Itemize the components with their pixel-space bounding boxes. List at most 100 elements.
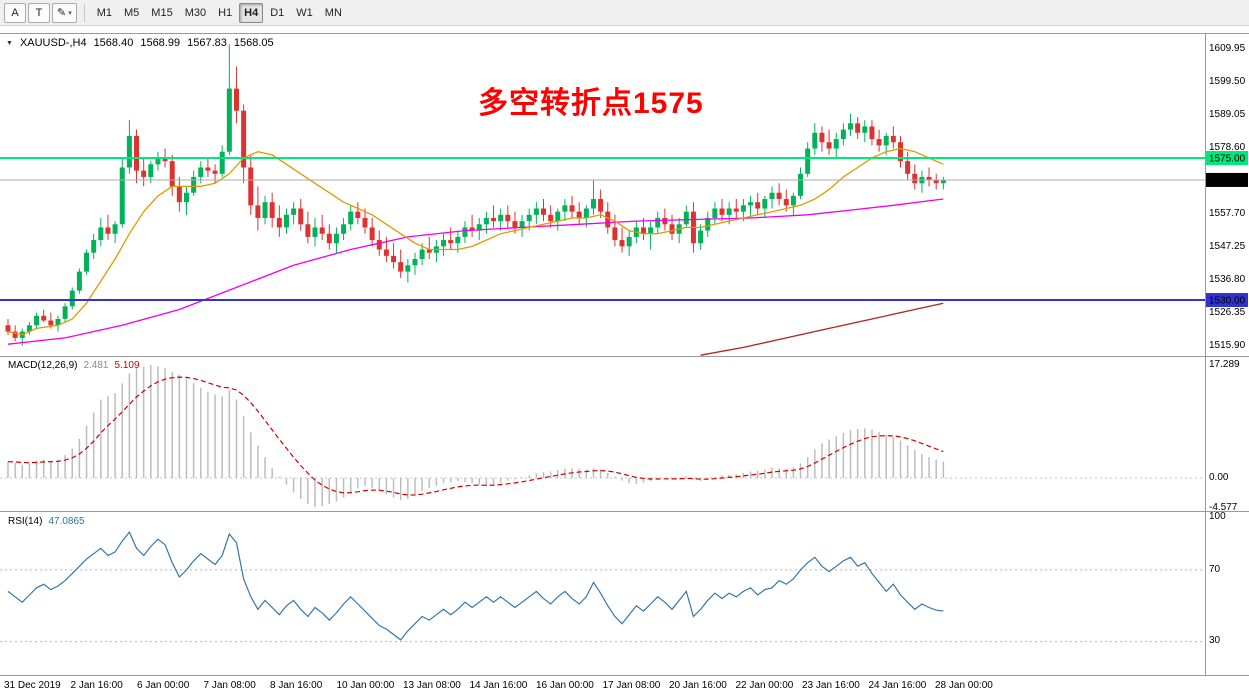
candle-body bbox=[576, 211, 582, 218]
candle-body bbox=[305, 224, 311, 237]
candle-body bbox=[705, 217, 711, 231]
timeframe-m1-button[interactable]: M1 bbox=[92, 3, 117, 23]
candle-body bbox=[541, 208, 546, 215]
candle-body bbox=[526, 214, 532, 222]
candle-body bbox=[255, 205, 261, 218]
candle-body bbox=[391, 255, 397, 263]
candle-body bbox=[212, 170, 218, 174]
candle-body bbox=[869, 126, 875, 140]
candle-body bbox=[262, 202, 268, 218]
resistance-price-box bbox=[1206, 151, 1248, 166]
candle-body bbox=[455, 236, 461, 244]
pencil-icon: ✎ bbox=[57, 7, 67, 19]
current-price-price-box bbox=[1206, 172, 1248, 187]
candle-body bbox=[719, 208, 725, 215]
candle-body bbox=[448, 240, 454, 244]
timeframe-m15-button[interactable]: M15 bbox=[146, 3, 177, 23]
candle-body bbox=[619, 240, 625, 247]
candle-body bbox=[726, 208, 732, 215]
timeframe-h4-button[interactable]: H4 bbox=[239, 2, 264, 23]
candle-body bbox=[533, 208, 539, 215]
candle-body bbox=[355, 211, 361, 218]
candle-body bbox=[148, 164, 154, 177]
candle-body bbox=[5, 325, 11, 332]
time-axis[interactable] bbox=[0, 676, 1249, 695]
candle-body bbox=[598, 199, 604, 212]
timeframe-w1-button[interactable]: W1 bbox=[291, 3, 318, 23]
macd-axis-zero: 0.00 bbox=[1209, 472, 1229, 483]
ma-fast-line bbox=[7, 147, 944, 336]
candle-body bbox=[519, 221, 525, 228]
rsi-panel[interactable] bbox=[0, 512, 1205, 675]
candle-body bbox=[105, 227, 111, 234]
candle-body bbox=[590, 199, 596, 209]
macd-signal-line bbox=[7, 376, 944, 496]
candle-body bbox=[412, 258, 418, 266]
candle-body bbox=[26, 325, 32, 332]
time-tick-label: 22 Jan 00:00 bbox=[736, 680, 794, 691]
timeframe-h1-button[interactable]: H1 bbox=[213, 3, 237, 23]
candle-body bbox=[291, 208, 297, 215]
ma-mid-line bbox=[7, 198, 944, 345]
draw-tool-button[interactable]: ✎ ▾ bbox=[52, 2, 77, 23]
macd-name: MACD(12,26,9) bbox=[8, 360, 78, 371]
candle-body bbox=[805, 148, 811, 174]
price-tick-label: 1547.25 bbox=[1209, 241, 1246, 252]
candle-body bbox=[548, 214, 554, 222]
macd-indicator-label: MACD(12,26,9) 2.481 5.109 bbox=[8, 360, 140, 371]
macd-main-value: 2.481 bbox=[83, 360, 109, 371]
candle-body bbox=[198, 167, 204, 177]
candle-body bbox=[840, 129, 846, 140]
level-resistance[interactable]: 1575.00 bbox=[0, 151, 1248, 166]
candle-body bbox=[683, 211, 689, 225]
time-tick-label: 2 Jan 16:00 bbox=[71, 680, 124, 691]
ma-fast-line bbox=[7, 147, 944, 336]
candle-body bbox=[855, 123, 861, 133]
candle-body bbox=[790, 195, 796, 206]
macd-axis-max: 17.289 bbox=[1209, 359, 1240, 370]
timeframe-d1-button[interactable]: D1 bbox=[265, 3, 289, 23]
time-tick-label: 10 Jan 00:00 bbox=[337, 680, 395, 691]
candle-body bbox=[905, 161, 911, 174]
price-tick-label: 1557.70 bbox=[1209, 208, 1246, 219]
timeframe-mn-button[interactable]: MN bbox=[320, 3, 347, 23]
candle-body bbox=[98, 227, 104, 241]
candle-body bbox=[640, 227, 646, 234]
current-price-price-box-label: 1568.05 bbox=[1209, 175, 1246, 186]
candle-body bbox=[91, 240, 97, 253]
candle-body bbox=[326, 233, 332, 244]
timeframe-m30-button[interactable]: M30 bbox=[180, 3, 211, 23]
annotation-tool-button[interactable]: A bbox=[4, 2, 26, 23]
close-value: 1568.05 bbox=[233, 37, 274, 49]
candle-body bbox=[398, 262, 404, 272]
macd-panel-separator bbox=[0, 356, 1249, 357]
candle-body bbox=[219, 151, 225, 174]
candle-body bbox=[926, 176, 932, 181]
candle-body bbox=[112, 224, 118, 234]
text-tool-button[interactable]: T bbox=[28, 2, 50, 23]
rsi-axis-100: 100 bbox=[1209, 511, 1226, 522]
candle-body bbox=[483, 217, 489, 225]
level-support[interactable]: 1530.00 bbox=[0, 293, 1248, 308]
chart-ohlc-header: ▼ XAUUSD-,H4 1568.40 1568.99 1567.83 156… bbox=[6, 37, 274, 49]
candle-body bbox=[505, 214, 511, 222]
macd-series bbox=[0, 364, 1205, 508]
candle-body bbox=[783, 199, 789, 206]
candle-body bbox=[648, 227, 654, 234]
annotation-text[interactable]: 多空转折点1575 bbox=[478, 87, 704, 120]
timeframe-m5-button[interactable]: M5 bbox=[119, 3, 144, 23]
candle-body bbox=[605, 211, 611, 228]
symbol-collapse-icon[interactable]: ▼ bbox=[6, 39, 13, 47]
macd-panel[interactable] bbox=[0, 357, 1205, 511]
candle-body bbox=[383, 249, 389, 256]
candle-body bbox=[491, 217, 497, 222]
ma-long-line bbox=[700, 302, 944, 356]
candle-body bbox=[341, 224, 347, 234]
main-panel-top-border bbox=[0, 33, 1249, 34]
price-axis[interactable] bbox=[1206, 34, 1249, 675]
candle-body bbox=[62, 306, 68, 319]
time-tick-label: 13 Jan 08:00 bbox=[403, 680, 461, 691]
time-tick-label: 14 Jan 16:00 bbox=[470, 680, 528, 691]
